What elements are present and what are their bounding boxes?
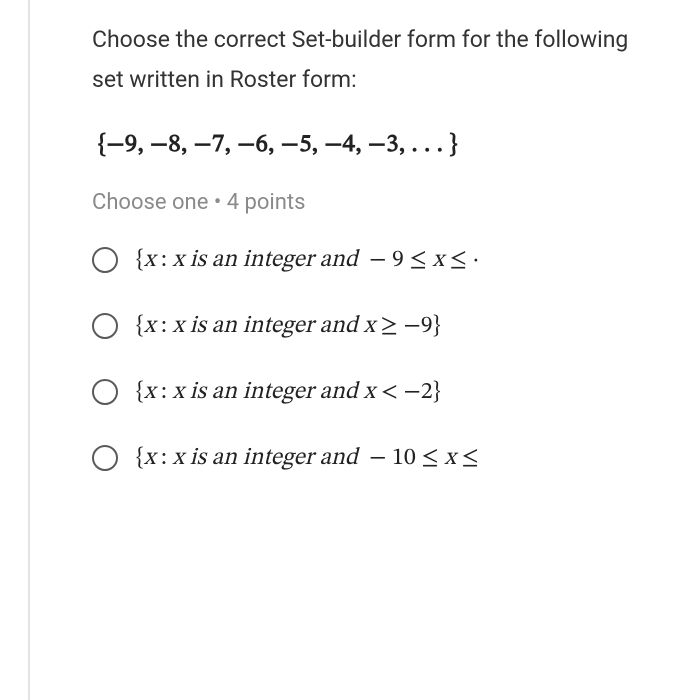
options-group: {x : x is an integer and − 9 ≤ x ≤ · {x … — [92, 245, 673, 473]
option-text: {x : x is an integer and − 9 ≤ x ≤ · — [136, 245, 479, 275]
option-1[interactable]: {x : x is an integer and − 9 ≤ x ≤ · — [92, 245, 673, 275]
question-block: Choose the correct Set-builder form for … — [0, 0, 673, 473]
radio-icon — [92, 379, 118, 405]
radio-icon — [92, 313, 118, 339]
roster-set-expression: {−9, −8, −7, −6, −5, −4, −3, . . . } — [98, 129, 673, 160]
option-text: {x : x is an integer and x < −2} — [136, 377, 441, 407]
option-text: {x : x is an integer and x ≥ −9} — [136, 311, 441, 341]
question-meta: Choose one • 4 points — [92, 190, 673, 215]
radio-icon — [92, 445, 118, 471]
option-3[interactable]: {x : x is an integer and x < −2} — [92, 377, 673, 407]
left-border-line — [28, 0, 30, 700]
option-4[interactable]: {x : x is an integer and − 10 ≤ x ≤ — [92, 443, 673, 473]
option-text: {x : x is an integer and − 10 ≤ x ≤ — [136, 443, 479, 473]
question-prompt: Choose the correct Set-builder form for … — [92, 20, 673, 101]
option-2[interactable]: {x : x is an integer and x ≥ −9} — [92, 311, 673, 341]
radio-icon — [92, 247, 118, 273]
